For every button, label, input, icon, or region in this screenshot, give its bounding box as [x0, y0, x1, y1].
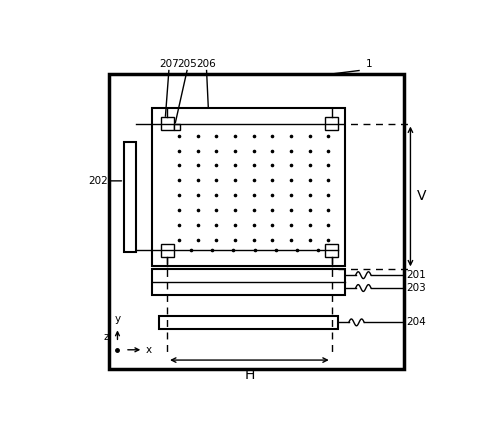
Bar	[152, 269, 346, 295]
Text: 206: 206	[196, 59, 216, 69]
Text: 1: 1	[366, 59, 372, 69]
Text: 204: 204	[406, 317, 425, 328]
Text: V: V	[416, 190, 426, 203]
Bar	[160, 117, 173, 130]
Bar	[152, 108, 346, 266]
Bar	[158, 316, 338, 329]
Bar	[325, 117, 338, 130]
Text: H: H	[244, 368, 254, 382]
Text: 203: 203	[406, 283, 425, 293]
Text: y: y	[114, 314, 120, 324]
Bar	[124, 142, 136, 252]
Text: 207: 207	[159, 59, 178, 69]
Text: x: x	[146, 345, 152, 355]
Text: 201: 201	[406, 270, 425, 280]
Text: z: z	[103, 332, 108, 342]
Text: 202: 202	[88, 176, 108, 186]
Bar	[325, 244, 338, 257]
Bar	[160, 244, 173, 257]
Bar	[109, 74, 404, 368]
Text: 205: 205	[177, 59, 197, 69]
Bar	[174, 124, 180, 130]
